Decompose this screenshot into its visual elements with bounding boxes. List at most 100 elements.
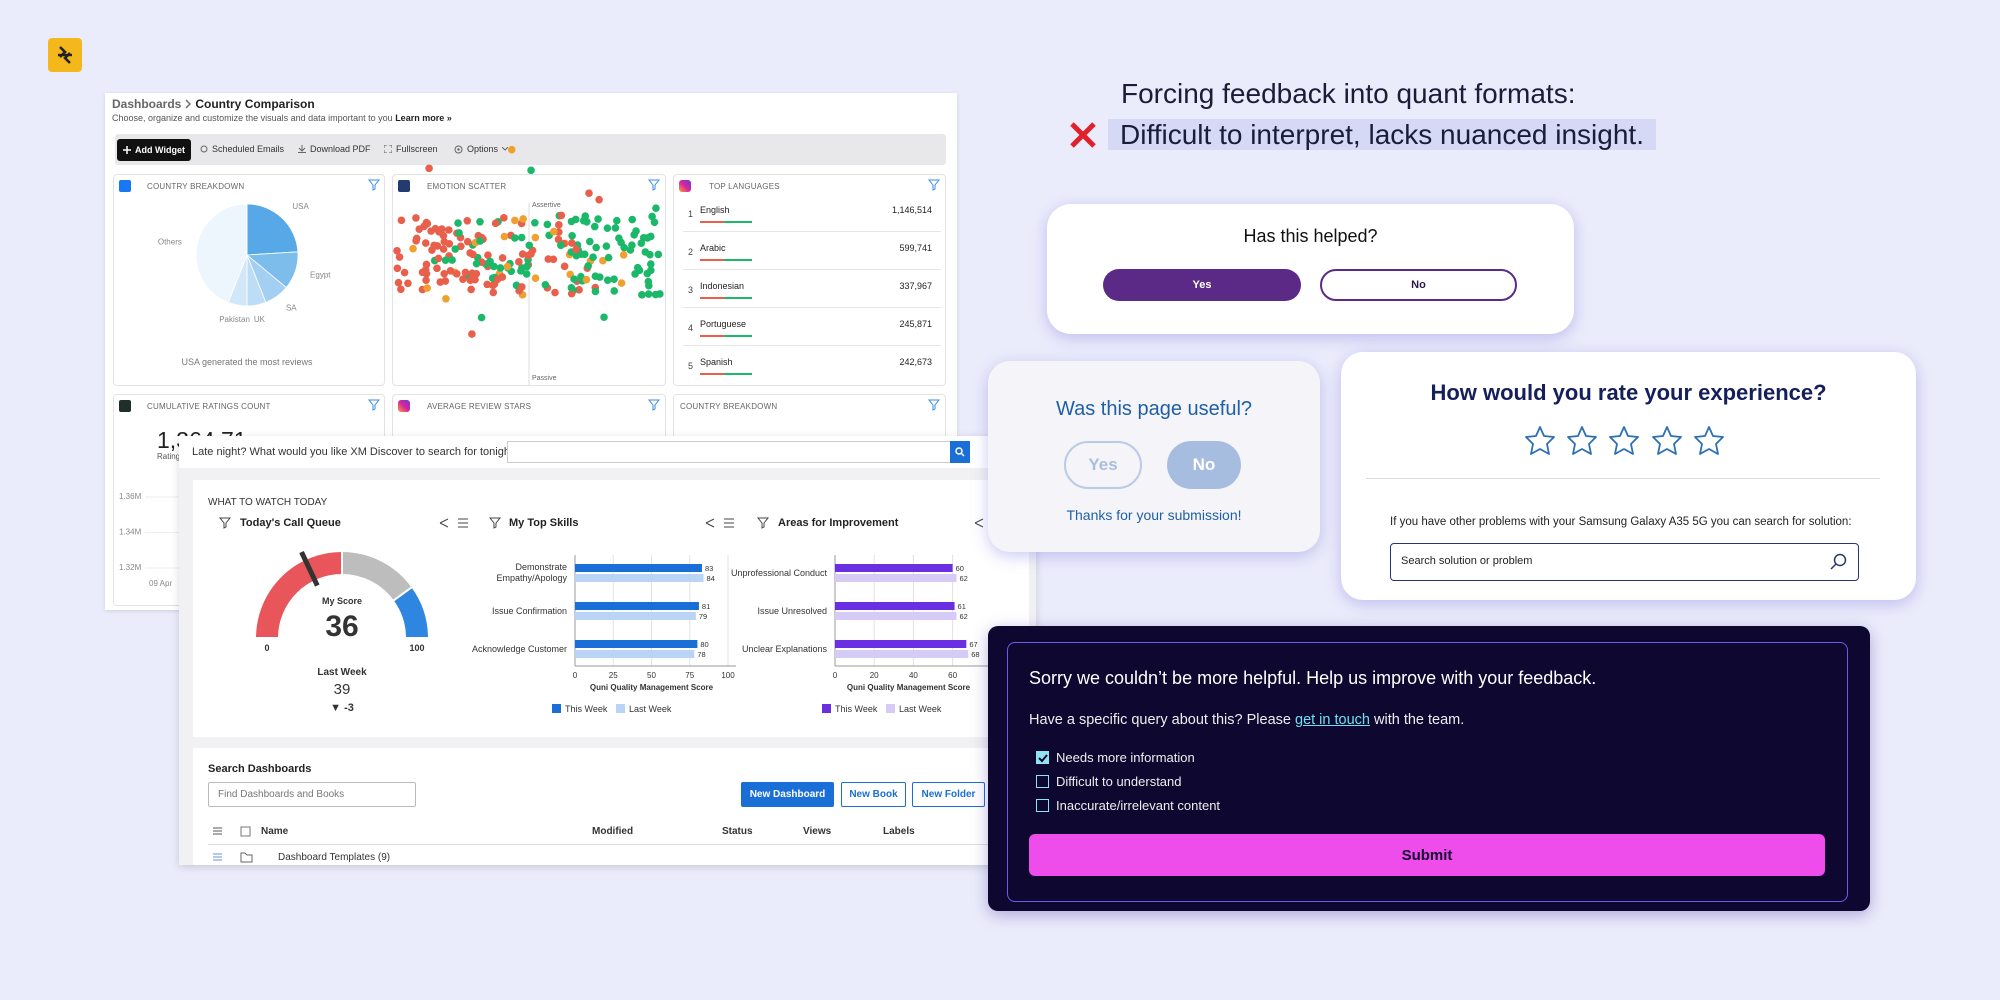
new-folder-button[interactable]: New Folder xyxy=(912,782,985,807)
search-button[interactable] xyxy=(950,441,970,463)
language: Arabic xyxy=(700,243,726,253)
no-button[interactable]: No xyxy=(1167,441,1241,489)
thanks: Thanks for your submission! xyxy=(1066,507,1242,523)
filter-icon xyxy=(647,179,661,191)
scatter-dot xyxy=(404,279,412,288)
toolbar-item[interactable]: Scheduled Emails xyxy=(200,144,284,154)
x-axis-title: Quni Quality Management Score xyxy=(590,683,714,692)
filter-icon xyxy=(647,399,661,411)
scatter-dot xyxy=(484,251,492,260)
chevron xyxy=(185,99,192,109)
shape xyxy=(240,852,253,863)
scatter-dot xyxy=(577,272,585,281)
checkbox-option[interactable]: Inaccurate/irrelevant content xyxy=(1036,798,1220,813)
underline xyxy=(724,221,752,223)
hint: If you have other problems with your Sam… xyxy=(1390,516,1852,528)
search-input[interactable] xyxy=(208,782,416,807)
star[interactable] xyxy=(1567,426,1597,455)
scatter-dot xyxy=(517,283,526,291)
solution-search[interactable] xyxy=(1390,543,1859,581)
bar xyxy=(575,602,699,610)
checkbox-option[interactable]: Needs more information xyxy=(1036,750,1195,765)
scatter-dot xyxy=(572,245,580,254)
checkbox-option[interactable]: Difficult to understand xyxy=(1036,774,1182,789)
button-label: Add Widget xyxy=(135,145,185,155)
scatter-dot xyxy=(459,275,467,284)
scatter-dot xyxy=(522,270,531,278)
cross-icon xyxy=(1070,122,1096,148)
subtitle: Choose, organize and customize the visua… xyxy=(112,113,452,123)
toolbar-item[interactable]: Options xyxy=(454,144,509,154)
gauge-label: My Score xyxy=(322,596,362,606)
pie-label: Pakistan xyxy=(219,315,250,324)
scatter-dot xyxy=(412,214,420,222)
category-label: Issue Confirmation xyxy=(491,605,567,616)
no-button[interactable]: No xyxy=(1320,269,1517,301)
checkbox[interactable] xyxy=(1036,775,1049,788)
scatter-dot xyxy=(628,215,637,224)
scatter-dot xyxy=(463,216,472,225)
scatter-dot xyxy=(477,313,486,322)
scatter-dot xyxy=(600,313,608,322)
value-label: 60 xyxy=(956,564,964,573)
value-label: 62 xyxy=(960,612,968,621)
yes-button[interactable]: Yes xyxy=(1064,441,1142,489)
add-widget-button[interactable]: Add Widget xyxy=(117,139,191,161)
filter-icon xyxy=(367,399,381,411)
gauge-tick-label: 0 xyxy=(264,643,269,653)
y-tick-label: 1.34M xyxy=(119,528,142,537)
widget-title: COUNTRY BREAKDOWN xyxy=(680,402,778,411)
category-label: Acknowledge Customer xyxy=(471,643,567,654)
scatter-dot xyxy=(633,263,642,272)
learn-more[interactable]: Learn more » xyxy=(395,113,452,123)
submit-button[interactable]: Submit xyxy=(1029,834,1825,876)
scatter-dot xyxy=(498,254,507,262)
scatter-dot xyxy=(441,256,450,265)
yes-button[interactable]: Yes xyxy=(1103,269,1301,301)
x-tick-label: 40 xyxy=(909,671,918,680)
widget xyxy=(392,174,666,386)
scatter-dot xyxy=(433,264,441,273)
shape xyxy=(502,147,509,151)
scatter-dot xyxy=(599,256,607,265)
toolbar-item[interactable]: Download PDF xyxy=(298,144,371,154)
new-book-button[interactable]: New Book xyxy=(841,782,906,807)
scatter-axis-label: Passive xyxy=(532,375,557,382)
breadcrumb-root[interactable]: Dashboards xyxy=(112,97,182,111)
star[interactable] xyxy=(1525,426,1555,455)
menu-icon xyxy=(458,518,468,528)
star-rating[interactable] xyxy=(1520,424,1730,456)
scatter-dot xyxy=(594,215,602,223)
scatter-dot xyxy=(602,242,611,250)
bar xyxy=(575,564,702,572)
category-label: Unprofessional Conduct xyxy=(730,567,827,578)
star[interactable] xyxy=(1694,426,1724,455)
new-dashboard-button[interactable]: New Dashboard xyxy=(741,782,834,807)
scatter-dot xyxy=(617,279,626,287)
delta: ▼ -3 xyxy=(330,702,354,714)
scatter-dot xyxy=(438,225,446,233)
bar xyxy=(835,612,957,620)
bar xyxy=(575,640,698,648)
scatter-dot xyxy=(466,276,475,284)
toolbar-item[interactable]: Fullscreen xyxy=(384,144,438,154)
underline xyxy=(700,297,724,299)
contact-link[interactable]: get in touch xyxy=(1295,712,1370,728)
search-icon[interactable] xyxy=(1830,553,1848,571)
section-title: WHAT TO WATCH TODAY xyxy=(208,497,328,508)
table-cell[interactable]: Dashboard Templates (9) xyxy=(278,852,391,863)
shape xyxy=(955,447,963,455)
scatter-dot xyxy=(568,239,576,247)
star[interactable] xyxy=(1652,426,1682,455)
caret xyxy=(502,147,509,151)
scatter-dot xyxy=(463,237,472,246)
checkbox[interactable] xyxy=(1036,799,1049,812)
scatter-dot xyxy=(461,268,470,277)
star[interactable] xyxy=(1609,426,1639,455)
toolbar-label: Scheduled Emails xyxy=(212,144,285,154)
shape xyxy=(213,853,222,861)
checkbox[interactable] xyxy=(1036,751,1049,764)
scatter-dot xyxy=(595,195,603,204)
value-label: 61 xyxy=(958,602,966,611)
scatter-dot xyxy=(527,166,535,175)
